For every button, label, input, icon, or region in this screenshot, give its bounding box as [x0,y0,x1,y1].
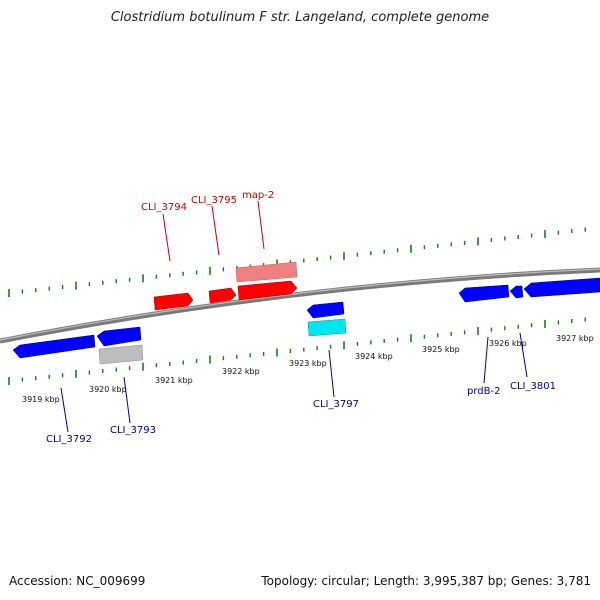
gene-label-CLI_3797[interactable]: CLI_3797 [313,399,359,410]
genome-backbone [0,267,600,344]
gene-label-CLI_3794[interactable]: CLI_3794 [141,202,187,213]
kbp-label-3923: 3923 kbp [289,359,327,368]
gene-CLI_3797-arrow[interactable] [306,301,345,319]
gene-label-prdB-2[interactable]: prdB-2 [467,386,500,397]
gene-label-CLI_3801[interactable]: CLI_3801 [510,381,556,392]
gene-CLI_3793-arrow[interactable] [96,326,142,347]
gene-label-map-2[interactable]: map-2 [242,190,274,201]
leader-CLI_3801 [519,332,528,378]
kbp-label-3920: 3920 kbp [89,385,127,394]
gene-label-CLI_3795[interactable]: CLI_3795 [191,195,237,206]
forward-tick-row [8,227,586,297]
kbp-label-3924: 3924 kbp [355,352,393,361]
genome-backbone-highlight [0,268,600,341]
kbp-label-3922: 3922 kbp [222,367,260,376]
leader-CLI_3794 [162,213,171,262]
kbp-label-3927: 3927 kbp [556,334,594,343]
gene-CLI_3801-arrow[interactable] [523,277,600,298]
gene-label-CLI_3793[interactable]: CLI_3793 [110,425,156,436]
accession-label: Accession: NC_009699 [9,574,146,588]
leader-map-2 [257,200,265,250]
reverse-tick-row [8,317,586,385]
gene-map-2-arrow[interactable] [237,280,298,301]
gene-CLI_3797-block[interactable] [307,318,347,337]
leader-prdB-2 [483,336,489,384]
gene-label-CLI_3792[interactable]: CLI_3792 [46,434,92,445]
gene-light-red-block[interactable] [235,261,298,283]
topology-label: Topology: circular; Length: 3,995,387 bp… [261,574,591,588]
map-title: Clostridium botulinum F str. Langeland, … [110,10,490,25]
gene-small-reverse-arrow[interactable] [509,285,524,299]
gene-CLI_3793-block[interactable] [98,344,144,365]
gene-CLI_3794-arrow[interactable] [153,292,194,311]
leader-CLI_3795 [211,205,220,256]
kbp-label-3921: 3921 kbp [155,376,193,385]
kbp-label-3926: 3926 kbp [489,339,527,348]
kbp-label-3919: 3919 kbp [22,395,60,404]
gene-CLI_3792-arrow[interactable] [12,334,96,359]
kbp-label-3925: 3925 kbp [422,345,460,354]
gene-prdB-2-arrow[interactable] [458,284,510,303]
gene-CLI_3795-arrow[interactable] [208,287,237,304]
leader-CLI_3792 [60,387,69,433]
leader-CLI_3793 [123,376,131,424]
leader-CLI_3797 [328,349,335,398]
